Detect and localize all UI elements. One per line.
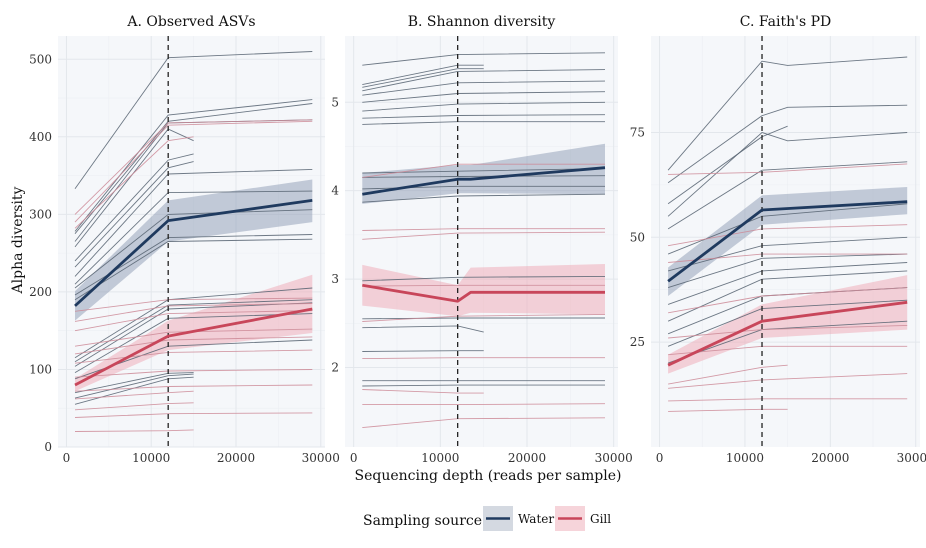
y-tick-label: 0 [44,440,52,454]
y-tick-label: 5 [331,95,339,109]
y-tick-label: 500 [29,52,52,66]
sample-line-water [74,153,194,262]
sample-line-gill [362,389,484,394]
x-tick-label: 10000 [132,451,170,465]
mean-line-water [667,200,908,283]
panel-title: C. Faith's PD [740,14,831,30]
y-tick-label: 25 [630,335,645,349]
mean-line-gill [362,283,605,303]
sample-line-gill [362,403,606,406]
sample-line-gill [74,402,194,411]
sample-line-gill [74,412,313,418]
y-tick-label: 75 [630,125,645,139]
x-axis-title: Sequencing depth (reads per sample) [355,468,622,484]
confidence-band-water [362,143,605,204]
y-tick-label: 4 [331,184,339,198]
x-tick-label: 0 [63,451,71,465]
sample-line-gill [74,310,313,332]
sample-line-gill [362,357,605,360]
mean-line-water [362,166,606,196]
sample-line-gill [74,303,313,322]
panel-title: B. Shannon diversity [408,14,556,30]
sample-line-water [362,193,606,203]
mean-line-water [74,199,313,307]
sample-line-water [74,373,194,399]
y-tick-label: 50 [630,230,645,244]
mean-line-gill [667,300,908,367]
sample-line-water [362,69,606,92]
sample-line-gill [74,328,313,347]
sample-line-gill [74,119,313,215]
y-axis-title: Alpha diversity [10,186,26,294]
sample-line-water [74,238,313,301]
sample-line-water [362,350,484,352]
confidence-band-water [75,179,313,321]
sample-line-water [362,68,484,88]
sample-line-gill [74,336,313,355]
mean-line-gill [74,307,313,387]
sample-line-gill [74,390,194,400]
y-tick-label: 400 [29,130,52,144]
sample-line-gill [74,429,194,432]
sample-line-water [362,175,606,178]
sample-line-water [74,99,313,232]
sample-line-water [74,299,313,363]
confidence-band-water [668,187,908,296]
panel-1: 0 10000 20000 30000 0 100 200 300 400 500 A. Obser… [29,14,340,465]
x-tick-label: 0 [656,451,664,465]
sample-line-water [74,209,313,289]
sample-line-gill [668,324,908,339]
sample-line-gill [668,364,788,385]
x-tick-label: 30000 [897,451,926,465]
y-tick-label: 300 [29,207,52,221]
x-tick-label: 20000 [217,451,255,465]
legend-label-water: Water [518,512,554,526]
panel-3: 0 10000 20000 30000 25 50 75 C. Faith's PD [630,14,926,465]
x-tick-label: 0 [350,451,358,465]
legend: Sampling source Water Gill [363,506,611,531]
sample-line-gill [74,384,313,392]
sample-line-gill [362,231,606,240]
legend-label-gill: Gill [590,512,611,526]
y-tick-label: 2 [331,360,339,374]
y-tick-label: 200 [29,285,52,299]
x-tick-label: 10000 [421,451,459,465]
confidence-band-gill [75,274,313,392]
sample-line-water [667,104,908,184]
sample-line-water [74,161,194,268]
sample-line-gill [74,120,313,223]
x-tick-label: 30000 [595,451,633,465]
x-tick-label: 20000 [811,451,849,465]
x-tick-label: 20000 [508,451,546,465]
sample-line-water [667,253,908,289]
sample-line-water [667,56,908,171]
sample-line-gill [668,287,908,314]
panel-title: A. Observed ASVs [126,14,255,30]
sample-line-water [362,114,606,119]
sample-line-gill [362,284,605,287]
x-tick-label: 10000 [726,451,764,465]
sample-line-water [667,161,908,230]
sample-line-water [362,384,605,387]
sample-line-water [667,131,908,217]
sample-line-water [362,101,606,112]
y-tick-label: 3 [331,272,339,286]
sample-line-gill [74,136,194,229]
panel-2: 0 10000 20000 30000 2 3 4 5 B. Shannon diversity [331,14,632,465]
panel-background [345,36,618,447]
legend-title: Sampling source [363,513,482,529]
y-tick-label: 100 [29,362,52,376]
sample-line-water [362,275,606,282]
x-tick-label: 30000 [302,451,340,465]
